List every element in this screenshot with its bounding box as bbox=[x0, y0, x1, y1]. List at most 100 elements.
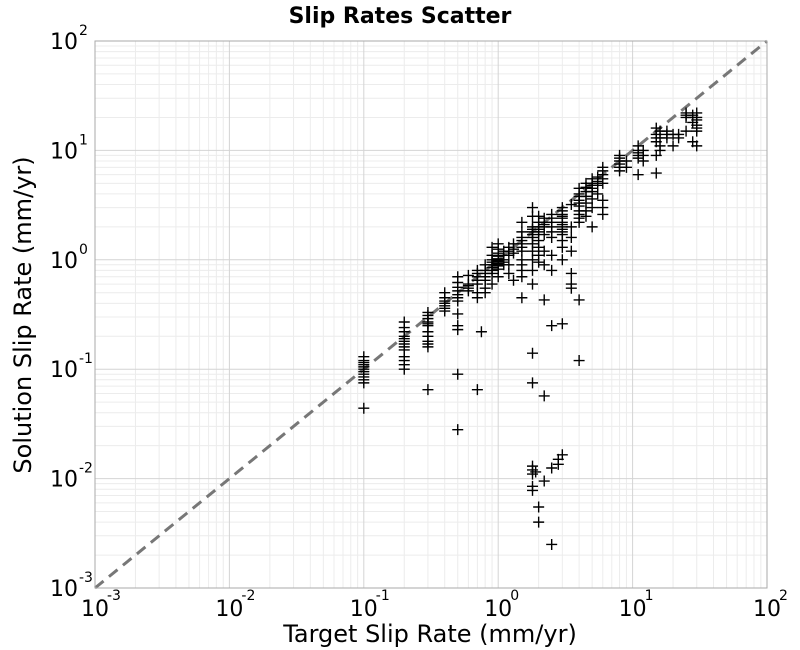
x-tick: 10-2 bbox=[215, 588, 255, 622]
data-point bbox=[422, 384, 434, 396]
x-tick-label-exponent: 2 bbox=[779, 588, 788, 604]
data-point bbox=[486, 267, 498, 279]
y-tick: 10 -3 bbox=[50, 570, 93, 602]
data-point bbox=[508, 247, 520, 259]
data-point bbox=[503, 267, 515, 279]
data-point bbox=[492, 271, 504, 283]
data-point bbox=[533, 516, 545, 528]
data-point bbox=[580, 210, 592, 222]
data-point bbox=[565, 221, 577, 233]
data-point bbox=[538, 259, 550, 271]
x-tick-label-base: 10 bbox=[484, 597, 512, 622]
x-tick-label-base: 10 bbox=[350, 597, 378, 622]
data-point bbox=[538, 294, 550, 306]
data-point bbox=[439, 305, 451, 317]
data-point bbox=[546, 538, 558, 550]
data-point bbox=[586, 221, 598, 233]
reference-line-y-equals-x bbox=[94, 39, 768, 590]
data-point bbox=[632, 152, 644, 164]
data-points bbox=[358, 107, 703, 550]
data-point bbox=[637, 155, 649, 167]
y-tick-label-base: 10 bbox=[50, 577, 78, 602]
y-tick: 10 2 bbox=[50, 23, 88, 55]
chart-title: Slip Rates Scatter bbox=[289, 4, 512, 29]
y-tick-label-exponent: 1 bbox=[79, 132, 88, 148]
y-tick-label-exponent: 2 bbox=[79, 23, 88, 39]
data-point bbox=[527, 278, 539, 290]
data-point bbox=[398, 363, 410, 375]
data-point bbox=[486, 278, 498, 290]
data-point bbox=[650, 167, 662, 179]
y-axis-label: Solution Slip Rate (mm/yr) bbox=[9, 156, 37, 473]
data-point bbox=[462, 285, 474, 297]
data-point bbox=[422, 341, 434, 353]
data-point bbox=[565, 199, 577, 211]
data-point bbox=[479, 287, 491, 299]
data-point bbox=[546, 320, 558, 332]
data-point bbox=[552, 458, 564, 470]
data-point bbox=[556, 318, 568, 330]
data-point bbox=[556, 241, 568, 253]
y-tick-label-exponent: -2 bbox=[79, 461, 93, 477]
data-point bbox=[516, 292, 528, 304]
x-tick-label-exponent: 1 bbox=[645, 588, 654, 604]
data-point bbox=[673, 132, 685, 144]
data-point bbox=[527, 347, 539, 359]
data-point bbox=[538, 245, 550, 257]
data-point bbox=[503, 249, 515, 261]
data-point bbox=[667, 140, 679, 152]
data-point bbox=[556, 254, 568, 266]
data-point bbox=[556, 449, 568, 461]
data-point bbox=[452, 424, 464, 436]
y-tick: 10 0 bbox=[50, 242, 88, 274]
data-point bbox=[516, 271, 528, 283]
data-point bbox=[691, 140, 703, 152]
data-point bbox=[573, 294, 585, 306]
data-point bbox=[533, 501, 545, 513]
data-point bbox=[573, 355, 585, 367]
data-point bbox=[530, 466, 542, 478]
data-point bbox=[597, 177, 609, 189]
data-point bbox=[452, 308, 464, 320]
x-tick-label-exponent: -2 bbox=[241, 588, 255, 604]
minor-grid bbox=[95, 41, 767, 588]
data-point bbox=[471, 384, 483, 396]
data-point bbox=[533, 256, 545, 268]
data-point bbox=[546, 231, 558, 243]
x-tick: 10-1 bbox=[350, 588, 390, 622]
data-point bbox=[546, 249, 558, 261]
x-tick-label-base: 10 bbox=[215, 597, 243, 622]
x-tick-label-exponent: -1 bbox=[376, 588, 390, 604]
data-point bbox=[538, 475, 550, 487]
data-point bbox=[620, 161, 632, 173]
y-tick-label-base: 10 bbox=[50, 30, 78, 55]
data-point bbox=[691, 125, 703, 137]
data-point bbox=[573, 216, 585, 228]
plot-frame bbox=[94, 40, 768, 589]
y-tick-label-exponent: -1 bbox=[79, 351, 93, 367]
x-tick: 101 bbox=[619, 588, 654, 622]
data-point bbox=[546, 264, 558, 276]
data-point bbox=[508, 274, 520, 286]
data-point bbox=[565, 245, 577, 257]
data-point bbox=[471, 292, 483, 304]
data-point bbox=[452, 324, 464, 336]
data-point bbox=[565, 267, 577, 279]
data-point bbox=[654, 144, 666, 156]
data-point bbox=[546, 462, 558, 474]
data-point bbox=[452, 368, 464, 380]
y-tick-label-base: 10 bbox=[50, 249, 78, 274]
y-tick: 10 1 bbox=[50, 132, 88, 164]
x-tick: 102 bbox=[753, 588, 788, 622]
data-point bbox=[586, 202, 598, 214]
data-point bbox=[527, 264, 539, 276]
y-tick: 10 -2 bbox=[50, 461, 93, 493]
x-tick-label-exponent: 0 bbox=[510, 588, 519, 604]
data-point bbox=[538, 229, 550, 241]
x-axis-label: Target Slip Rate (mm/yr) bbox=[282, 620, 577, 648]
data-point bbox=[516, 216, 528, 228]
y-tick: 10 -1 bbox=[50, 351, 93, 383]
x-tick-label-base: 10 bbox=[81, 597, 109, 622]
data-point bbox=[527, 254, 539, 266]
